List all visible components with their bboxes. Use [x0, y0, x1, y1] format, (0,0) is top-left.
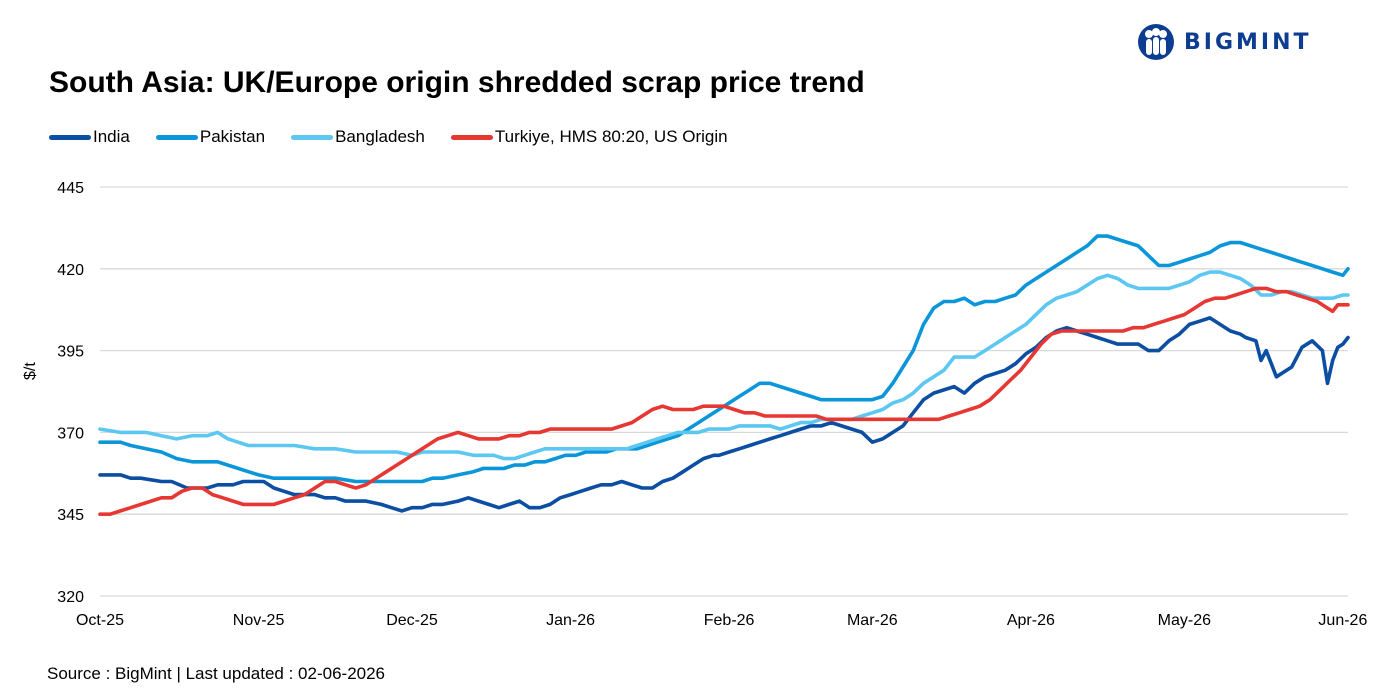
x-tick-label: Dec-25 [386, 612, 438, 629]
legend-item-india: India [49, 127, 130, 147]
series-line-bangladesh [98, 270, 1350, 461]
x-tick-label: Oct-25 [76, 612, 124, 629]
series-line-pakistan [98, 234, 1350, 484]
y-tick-label: 320 [57, 589, 84, 606]
brand-name: BIGMINT [1184, 29, 1312, 55]
legend-swatch-pakistan [155, 134, 198, 140]
y-tick-label: 445 [57, 180, 84, 197]
y-tick-label: 370 [57, 425, 84, 442]
legend-item-pakistan: Pakistan [155, 127, 266, 147]
legend-item-turkiye: Turkiye, HMS 80:20, US Origin [450, 127, 728, 147]
legend-swatch-bangladesh [291, 134, 334, 140]
y-tick-label: 345 [57, 507, 84, 524]
legend-label-bangladesh: Bangladesh [335, 127, 425, 146]
y-tick-label: 395 [57, 344, 84, 361]
legend-label-pakistan: Pakistan [199, 127, 266, 146]
series-line-turkiye [98, 286, 1350, 516]
source-note: Source : BigMint | Last updated : 02-06-… [47, 664, 386, 683]
people-circle-icon [1138, 24, 1174, 60]
x-tick-label: Feb-26 [704, 612, 755, 629]
legend-swatch-turkiye [450, 134, 493, 140]
x-tick-label: Mar-26 [847, 612, 898, 629]
x-tick-label: May-26 [1158, 612, 1211, 629]
brand-logo: BIGMINT [1136, 22, 1312, 62]
legend-swatch-india [49, 134, 91, 140]
series-line-india [98, 316, 1350, 513]
legend-item-bangladesh: Bangladesh [291, 127, 425, 147]
x-tick-label: Jun-26 [1318, 612, 1367, 629]
x-tick-label: Nov-25 [233, 612, 285, 629]
legend-label-turkiye: Turkiye, HMS 80:20, US Origin [494, 127, 728, 146]
chart-title: South Asia: UK/Europe origin shredded sc… [49, 66, 865, 99]
y-tick-label: 420 [57, 262, 84, 279]
chart-legend: India Pakistan Bangladesh Turkiye, HMS 8… [49, 127, 754, 147]
x-tick-label: Jan-26 [546, 612, 595, 629]
x-tick-label: Apr-26 [1007, 612, 1055, 629]
legend-label-india: India [93, 127, 130, 146]
